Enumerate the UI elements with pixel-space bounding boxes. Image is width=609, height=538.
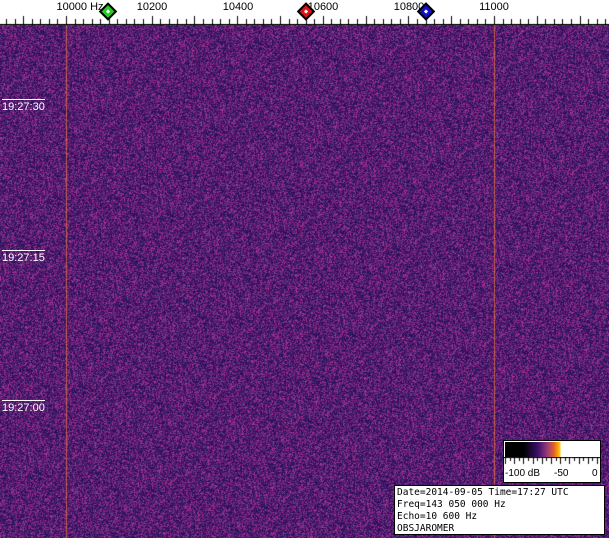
- time-label-192700: 19:27:00: [2, 400, 45, 414]
- frequency-scale: 10000 Hz 10200 10400 10600 10800 11000: [0, 0, 609, 25]
- echo-line: Echo=10 600 Hz: [397, 511, 478, 522]
- info-panel: Date=2014-09-05 Time=17:27 UTC Freq=143 …: [394, 485, 605, 535]
- color-scale-legend: -100 dB -50 0: [503, 440, 601, 483]
- color-gradient: [505, 442, 599, 457]
- color-scale-ticks: [504, 457, 600, 467]
- freq-label-10200: 10200: [136, 1, 168, 13]
- time-label-192730: 19:27:30: [2, 99, 45, 113]
- observer-line: OBSJAROMER: [397, 523, 455, 534]
- db-label-mid: -50: [554, 468, 569, 479]
- time-label-192715: 19:27:15: [2, 250, 45, 264]
- freq-label-10400: 10400: [222, 1, 254, 13]
- freq-label-10600: 10600: [307, 1, 339, 13]
- freq-label-11000: 11000: [479, 1, 509, 13]
- frequency-line: Freq=143 050 000 Hz: [397, 499, 506, 510]
- db-label-min: -100 dB: [505, 468, 541, 479]
- db-label-max: 0: [592, 468, 598, 479]
- freq-label-10000: 10000 Hz: [56, 1, 104, 13]
- date-time-line: Date=2014-09-05 Time=17:27 UTC: [397, 487, 569, 498]
